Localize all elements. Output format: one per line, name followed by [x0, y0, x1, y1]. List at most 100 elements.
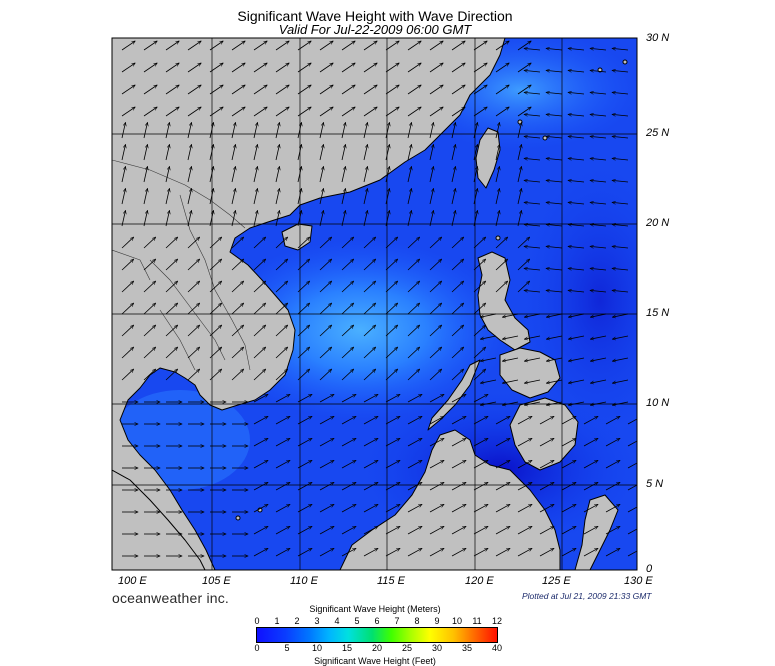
wave-arrow	[517, 459, 532, 469]
wave-arrow	[568, 202, 585, 204]
wave-arrow	[524, 180, 541, 182]
wave-arrow	[590, 202, 607, 204]
wave-arrow	[319, 325, 332, 337]
wave-arrow	[363, 415, 378, 425]
wave-arrow	[524, 246, 541, 248]
wave-arrow	[495, 188, 500, 205]
wave-arrow	[231, 347, 244, 359]
wave-arrow	[451, 210, 456, 227]
wave-arrow	[341, 188, 346, 205]
wave-arrow	[165, 303, 178, 315]
wave-arrow	[612, 379, 629, 383]
wave-arrow	[590, 158, 607, 160]
map-frame	[111, 37, 638, 571]
wave-arrow	[546, 290, 563, 292]
wave-arrow	[429, 503, 444, 513]
wave-arrow	[429, 481, 444, 491]
wave-arrow	[539, 459, 554, 469]
wave-arrow	[627, 418, 637, 425]
wave-arrow	[363, 303, 376, 315]
wave-arrow	[546, 224, 563, 226]
wave-arrow	[583, 503, 598, 513]
wave-arrow	[517, 415, 532, 425]
wave-arrow	[407, 210, 412, 227]
wave-arrow	[275, 503, 290, 513]
malay-peninsula	[112, 469, 206, 570]
wave-arrow	[253, 503, 268, 513]
wave-arrow	[275, 547, 290, 557]
wave-arrow	[385, 481, 400, 491]
wave-arrow	[385, 525, 400, 535]
wave-arrow	[385, 41, 399, 51]
wave-arrow	[451, 41, 465, 51]
wave-arrow	[568, 48, 585, 50]
wave-arrow	[524, 357, 541, 361]
wave-arrow	[231, 237, 244, 249]
plotted-timestamp: Plotted at Jul 21, 2009 21:33 GMT	[522, 591, 652, 601]
wave-arrow	[502, 401, 519, 405]
wave-arrow	[495, 85, 509, 95]
wave-arrow	[165, 325, 178, 337]
wave-arrow	[319, 122, 324, 139]
wave-arrow	[590, 357, 607, 361]
wave-arrow	[517, 237, 530, 249]
wave-arrow	[319, 481, 334, 491]
wave-arrow	[546, 379, 563, 383]
wave-arrow	[612, 158, 629, 160]
wave-arrow	[451, 259, 464, 271]
wave-arrow	[143, 63, 157, 73]
wave-arrow	[590, 335, 607, 339]
wave-arrow	[407, 107, 421, 117]
wave-arrow	[451, 85, 465, 95]
wave-arrow	[363, 188, 368, 205]
wave-arrow	[495, 107, 509, 117]
wave-arrow	[407, 188, 412, 205]
wave-arrow	[341, 369, 354, 381]
wave-arrow	[341, 525, 356, 535]
wave-arrow	[187, 325, 200, 337]
wave-arrow	[568, 335, 585, 339]
wave-arrow	[187, 347, 200, 359]
wave-arrow	[187, 63, 201, 73]
wave-arrow	[546, 202, 563, 204]
wave-arrow	[363, 525, 378, 535]
wave-arrow	[253, 144, 258, 161]
lat-label: 10 N	[646, 397, 670, 409]
wave-arrow	[275, 481, 290, 491]
wave-arrow	[429, 437, 444, 447]
wave-arrow	[568, 136, 585, 138]
wave-arrow	[495, 547, 510, 557]
wave-arrow	[363, 63, 377, 73]
wave-arrow	[275, 325, 288, 337]
wave-arrow	[165, 122, 170, 139]
wave-arrow	[568, 379, 585, 383]
wave-arrow	[231, 144, 236, 161]
wave-arrow	[407, 41, 421, 51]
wave-arrow	[121, 63, 135, 73]
wave-arrow	[209, 210, 214, 227]
lon-label: 110 E	[290, 575, 318, 587]
wave-arrow	[143, 303, 156, 315]
wave-arrow	[407, 415, 422, 425]
wave-arrow	[429, 347, 442, 359]
wave-arrow	[590, 92, 607, 94]
wave-arrow	[297, 303, 310, 315]
wave-arrow	[231, 210, 236, 227]
wave-arrow	[253, 459, 268, 469]
wave-arrow	[297, 347, 310, 359]
brand-logo-text: oceanweather inc.	[112, 590, 230, 606]
wave-arrow	[473, 503, 488, 513]
taiwan-island	[475, 127, 501, 189]
wave-arrow	[568, 290, 585, 292]
wave-arrow	[451, 503, 466, 513]
wave-arrow	[363, 459, 378, 469]
wave-arrow	[605, 503, 620, 513]
wave-arrow	[275, 144, 280, 161]
wave-arrow	[363, 393, 378, 403]
wave-arrow	[319, 303, 332, 315]
legend-tick: 9	[434, 616, 440, 626]
wave-arrow	[451, 525, 466, 535]
wave-arrow	[143, 347, 156, 359]
legend-tick: 5	[354, 616, 360, 626]
wave-arrow	[275, 303, 288, 315]
